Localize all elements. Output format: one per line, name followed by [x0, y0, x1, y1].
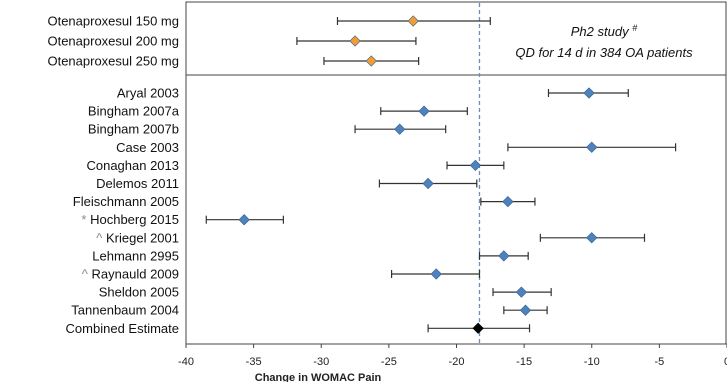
point-estimate	[586, 232, 598, 244]
annotation-line-1-text: Ph2 study	[571, 24, 630, 39]
study-label: Case 2003	[116, 140, 179, 155]
study-label-text: Fleischmann 2005	[73, 194, 179, 209]
point-estimate	[394, 123, 406, 135]
x-tick-label: -20	[449, 356, 465, 368]
point-estimate	[472, 322, 484, 334]
study-label: Otenaproxesul 200 mg	[47, 34, 179, 49]
study-label-text: Otenaproxesul 250 mg	[47, 54, 179, 69]
study-row: * Hochberg 2015	[81, 212, 284, 227]
study-row: Otenaproxesul 150 mg	[47, 14, 491, 29]
study-row: Bingham 2007a	[88, 104, 468, 119]
study-label: ^ Kriegel 2001	[96, 230, 179, 245]
study-label-text: Sheldon 2005	[99, 285, 179, 300]
study-label-text: Delemos 2011	[96, 176, 179, 191]
x-tick-label: -35	[246, 356, 262, 368]
study-row: Conaghan 2013	[86, 158, 505, 173]
point-estimate	[238, 214, 250, 226]
point-estimate	[586, 141, 598, 153]
study-label-marker: *	[81, 212, 86, 227]
top-panel-frame	[185, 1, 727, 76]
study-label-text: Case 2003	[116, 140, 179, 155]
x-tick-label: -15	[516, 356, 532, 368]
annotation-line-1-mark: #	[632, 23, 638, 33]
study-row: Lehmann 2995	[92, 248, 529, 263]
study-label: ^ Raynauld 2009	[82, 267, 179, 282]
annotation-line-2: QD for 14 d in 384 OA patients	[515, 45, 693, 60]
x-tick-label: -5	[654, 356, 664, 368]
point-estimate	[469, 159, 482, 172]
study-label: Combined Estimate	[66, 321, 179, 336]
study-row: Otenaproxesul 250 mg	[47, 54, 420, 69]
x-tick-label: -40	[178, 356, 194, 368]
main-panel-frame	[185, 74, 727, 345]
study-row: Sheldon 2005	[99, 285, 552, 300]
point-estimate	[583, 87, 595, 99]
point-estimate	[407, 15, 419, 27]
point-estimate	[502, 195, 514, 208]
study-label: Bingham 2007b	[88, 122, 179, 137]
study-label: Conaghan 2013	[86, 158, 179, 173]
study-label-text: Combined Estimate	[66, 321, 179, 336]
study-label-text: Conaghan 2013	[86, 158, 179, 173]
study-row: ^ Raynauld 2009	[82, 267, 481, 282]
point-estimate	[498, 250, 510, 262]
x-tick-label: -10	[584, 356, 600, 368]
x-tick-label: -25	[381, 356, 397, 368]
study-row: Fleischmann 2005	[73, 194, 536, 209]
x-tick-label: -30	[313, 356, 329, 368]
study-label-text: Raynauld 2009	[92, 267, 179, 282]
study-label: * Hochberg 2015	[81, 212, 179, 227]
point-estimate	[365, 55, 377, 67]
study-label-text: Aryal 2003	[117, 86, 179, 101]
point-estimate	[422, 177, 434, 190]
study-label: Sheldon 2005	[99, 285, 179, 300]
study-label: Lehmann 2995	[92, 248, 179, 263]
study-label-text: Lehmann 2995	[92, 248, 179, 263]
study-label: Fleischmann 2005	[73, 194, 179, 209]
point-estimate	[519, 304, 532, 316]
x-tick-label: 0	[724, 356, 727, 368]
study-label-text: Otenaproxesul 150 mg	[47, 14, 179, 29]
point-estimate	[349, 35, 361, 47]
study-row: ^ Kriegel 2001	[96, 230, 646, 245]
study-rows: Otenaproxesul 150 mg Otenaproxesul 200 mg…	[47, 14, 677, 336]
x-axis-label: Change in WOMAC Pain	[255, 372, 382, 382]
study-row: Otenaproxesul 200 mg	[47, 34, 417, 49]
study-label: Tannenbaum 2004	[71, 303, 179, 318]
study-row: Aryal 2003	[117, 86, 629, 101]
study-label: Aryal 2003	[117, 86, 179, 101]
study-label: Otenaproxesul 250 mg	[47, 54, 179, 69]
study-label: Otenaproxesul 150 mg	[47, 14, 179, 29]
study-row: Combined Estimate	[66, 321, 531, 336]
study-row: Bingham 2007b	[88, 122, 447, 137]
annotation-line-1: Ph2 study #	[571, 23, 638, 39]
study-row: Tannenbaum 2004	[71, 303, 548, 318]
study-label-text: Bingham 2007b	[88, 122, 179, 137]
study-row: Case 2003	[116, 140, 677, 155]
point-estimate	[418, 105, 430, 117]
study-label: Bingham 2007a	[88, 104, 180, 119]
study-label-marker: ^	[96, 230, 103, 245]
study-label-text: Kriegel 2001	[106, 230, 179, 245]
study-label-marker: ^	[82, 267, 89, 282]
study-row: Delemos 2011	[96, 176, 478, 191]
study-label-text: Otenaproxesul 200 mg	[47, 34, 179, 49]
study-label-text: Hochberg 2015	[90, 212, 179, 227]
study-annotation: Ph2 study # QD for 14 d in 384 OA patien…	[515, 23, 693, 60]
study-label-text: Tannenbaum 2004	[71, 303, 179, 318]
study-label-text: Bingham 2007a	[88, 104, 180, 119]
study-label: Delemos 2011	[96, 176, 179, 191]
point-estimate	[430, 268, 442, 280]
point-estimate	[515, 286, 528, 298]
x-axis: -40 -35 -30 -25 -20 -15 -10 -5 0	[178, 343, 727, 368]
